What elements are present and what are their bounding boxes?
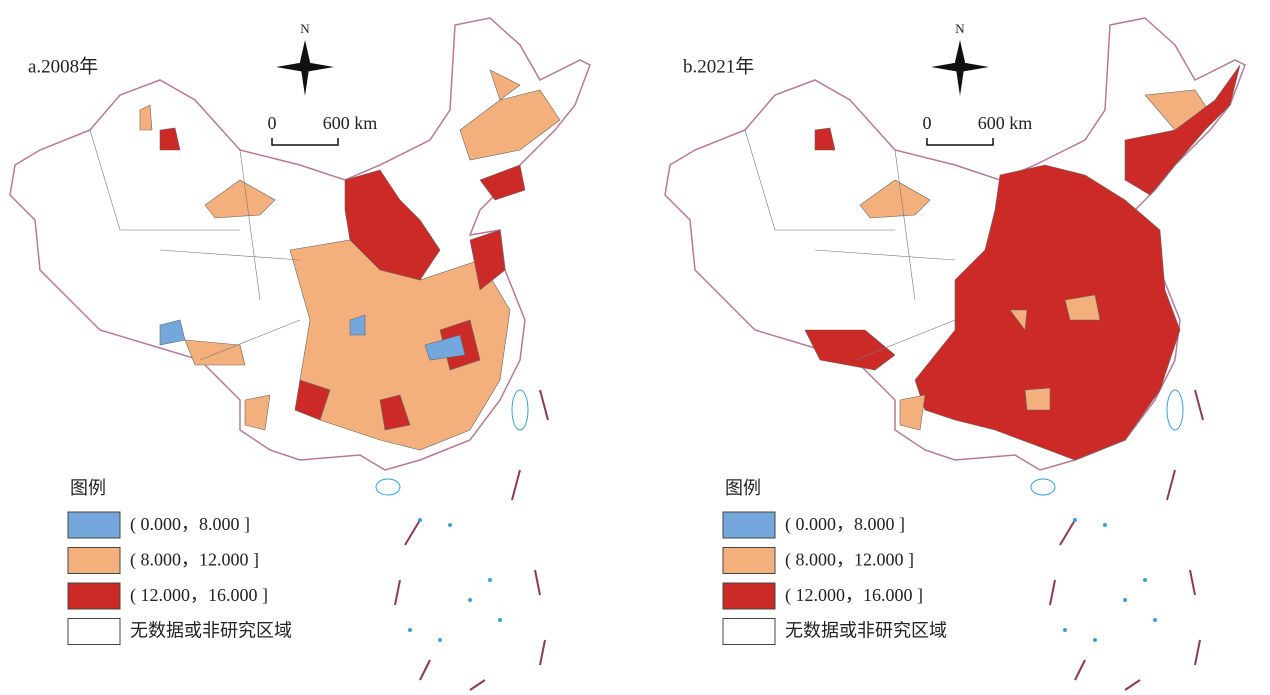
island	[438, 638, 442, 642]
scale-start: 0	[923, 113, 932, 133]
island	[468, 598, 472, 602]
island	[1143, 578, 1147, 582]
region	[1024, 387, 1051, 411]
boundary	[239, 149, 261, 301]
region	[379, 394, 411, 431]
boundary-dash	[1194, 639, 1201, 666]
island	[1123, 598, 1127, 602]
legend-swatch	[67, 618, 121, 645]
north-label: N	[300, 21, 310, 36]
boundary-dash	[394, 579, 401, 606]
region	[1124, 64, 1241, 196]
boundary-dash	[1124, 679, 1141, 691]
boundary-dash	[404, 519, 421, 546]
boundary	[854, 319, 956, 361]
region	[489, 69, 521, 101]
scale-bar	[271, 138, 339, 146]
hainan	[375, 478, 401, 496]
region	[814, 127, 836, 151]
region	[159, 127, 181, 151]
boundary-dash	[1059, 519, 1076, 546]
region	[1064, 294, 1101, 321]
taiwan	[1166, 389, 1184, 431]
region	[349, 314, 366, 336]
island	[408, 628, 412, 632]
legend-swatch	[67, 582, 121, 610]
boundary	[744, 129, 895, 231]
region	[139, 104, 153, 131]
island	[1153, 618, 1157, 622]
region	[914, 164, 1181, 461]
panel-title: a.2008年	[28, 55, 98, 77]
map-panel: a.2008年 N 0 600 km 图例 ( 0.000，8.000 ] ( 8.000，…	[9, 17, 591, 691]
legend-swatch	[67, 547, 121, 574]
north-label: N	[955, 21, 965, 36]
legend-label: ( 12.000，16.000 ]	[130, 585, 268, 606]
island	[1063, 628, 1067, 632]
legend-swatch	[722, 511, 776, 539]
island	[418, 518, 422, 522]
legend-swatch	[722, 618, 776, 645]
legend-swatch	[722, 582, 776, 610]
boundary-dash	[539, 389, 549, 421]
boundary-dash	[534, 569, 541, 596]
region	[469, 229, 506, 291]
taiwan	[511, 389, 529, 431]
boundary-dash	[1166, 469, 1176, 501]
scale-end: 600 km	[323, 113, 378, 133]
north-arrow	[931, 62, 989, 72]
region	[899, 394, 926, 431]
region	[804, 329, 896, 371]
region	[424, 334, 466, 361]
boundary-dash	[511, 469, 521, 501]
region	[344, 169, 441, 281]
island	[1073, 518, 1077, 522]
region	[1009, 309, 1028, 331]
north-arrow	[276, 62, 334, 72]
boundary-dash	[1074, 659, 1086, 681]
boundary-dash	[419, 659, 431, 681]
region	[184, 339, 246, 366]
legend-title: 图例	[70, 478, 106, 498]
legend-swatch	[722, 547, 776, 574]
boundary	[89, 129, 240, 231]
island	[448, 523, 452, 527]
legend-label: ( 8.000，12.000 ]	[130, 550, 259, 571]
legend-label: ( 12.000，16.000 ]	[785, 585, 923, 606]
panel-title: b.2021年	[683, 55, 754, 77]
region	[204, 179, 276, 219]
boundary-dash	[1189, 569, 1196, 596]
legend-title: 图例	[725, 478, 761, 498]
legend-label: ( 0.000，8.000 ]	[130, 514, 250, 535]
island	[1093, 638, 1097, 642]
map-panel: b.2021年 N 0 600 km 图例 ( 0.000，8.000 ] ( 8.000，…	[664, 17, 1246, 691]
boundary	[814, 249, 956, 261]
legend-swatch	[67, 511, 121, 539]
legend-label: ( 0.000，8.000 ]	[785, 514, 905, 535]
boundary-dash	[539, 639, 546, 666]
boundary-dash	[1194, 389, 1204, 421]
island	[488, 578, 492, 582]
region	[294, 379, 331, 421]
scale-bar	[926, 138, 994, 146]
island	[498, 618, 502, 622]
legend-label: 无数据或非研究区域	[785, 621, 947, 641]
boundary	[199, 319, 301, 361]
island	[1103, 523, 1107, 527]
boundary-dash	[469, 679, 486, 691]
hainan	[1030, 478, 1056, 496]
region	[859, 179, 931, 219]
scale-start: 0	[268, 113, 277, 133]
region	[244, 394, 271, 431]
boundary-dash	[1049, 579, 1056, 606]
legend-label: 无数据或非研究区域	[130, 621, 292, 641]
region	[479, 164, 526, 201]
boundary	[894, 149, 916, 301]
scale-end: 600 km	[978, 113, 1033, 133]
boundary	[159, 249, 301, 261]
legend-label: ( 8.000，12.000 ]	[785, 550, 914, 571]
